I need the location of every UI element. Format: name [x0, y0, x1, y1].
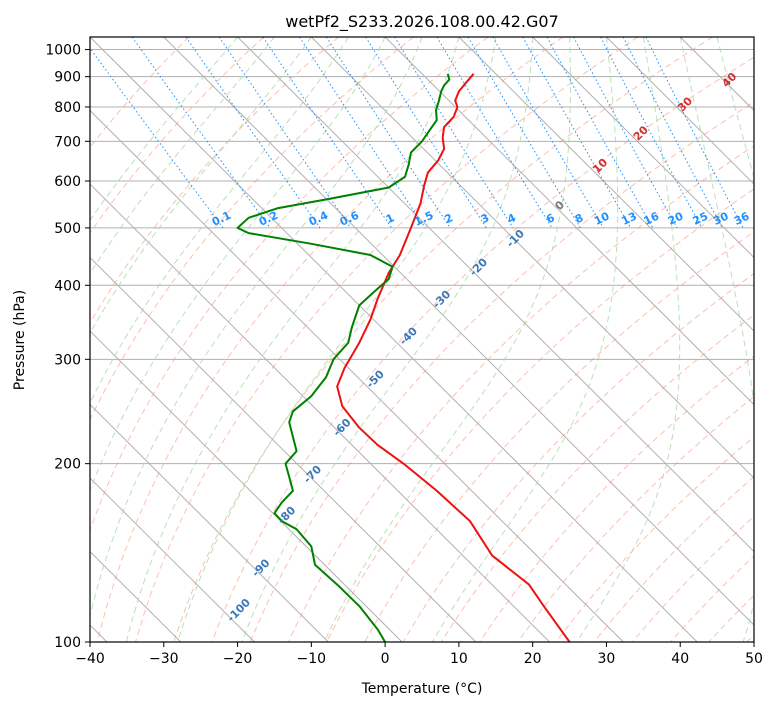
moist-adiabat-line [576, 37, 681, 642]
isotherm-line [532, 37, 754, 259]
dry-adiabat-line [90, 37, 339, 324]
isotherm-line [90, 330, 403, 642]
x-tick-label: 20 [524, 651, 542, 667]
dry-adiabat-line [517, 395, 754, 642]
y-tick-label: 900 [54, 70, 81, 86]
dewpoint-profile-line [236, 73, 451, 642]
mixing-ratio-lines [90, 37, 744, 229]
isotherm-line [384, 37, 754, 406]
mixing-ratio-line [436, 37, 553, 229]
moist-adiabat-line [90, 37, 275, 275]
y-axis-ticks: 100 200 300 400 500 600 700 800 900 1000 [45, 43, 90, 651]
mixing-ratio-line [522, 37, 632, 229]
dry-adiabat-line [173, 37, 713, 642]
mixing-ratio-line [185, 37, 321, 229]
moist-adiabat-line [90, 37, 349, 405]
isotherm-line [237, 37, 754, 553]
y-tick-label: 200 [54, 457, 81, 473]
moist-adiabat-line [716, 37, 754, 180]
mixing-ratio-line [546, 37, 654, 229]
moist-adiabat-line [90, 37, 238, 222]
moist-adiabat-line [431, 37, 619, 642]
isotherm-line [90, 477, 255, 642]
dry-adiabat-line [135, 37, 639, 642]
x-axis-title: Temperature (°C) [361, 681, 483, 697]
dry-adiabat-line [287, 145, 754, 642]
isotherm-line [90, 183, 550, 642]
mixing-ratio-line [262, 37, 392, 229]
y-axis-title: Pressure (hPa) [12, 290, 28, 390]
dry-adiabat-line [479, 355, 754, 642]
temperature-profile-line [336, 73, 571, 642]
y-tick-label: 600 [54, 174, 81, 190]
moist-adiabat-line [241, 37, 534, 642]
x-tick-label: 40 [671, 651, 689, 667]
mixing-ratio-label: 30 [711, 209, 731, 227]
dry-adiabat-line [211, 56, 754, 642]
isotherm-line [90, 403, 329, 642]
moist-adiabat-line [125, 37, 460, 642]
mixing-ratio-label: 10 [592, 209, 612, 227]
moist-adiabat-line [177, 37, 497, 642]
isotherm-line [90, 109, 624, 642]
y-tick-label: 500 [54, 221, 81, 237]
mixing-ratio-line [218, 37, 352, 229]
mixing-ratio-label: 25 [691, 210, 710, 228]
y-tick-label: 1000 [45, 43, 81, 59]
mixing-ratio-label: 36 [732, 209, 752, 227]
isotherm-line [90, 256, 477, 642]
moist-adiabat-line [90, 37, 423, 618]
x-tick-label: 30 [598, 651, 616, 667]
chart-title: wetPf2_S233.2026.108.00.42.G07 [285, 12, 559, 32]
moist-adiabats [90, 37, 754, 642]
mixing-ratio-line [326, 37, 451, 229]
dry-adiabat-line [90, 37, 414, 421]
mixing-ratio-line [645, 37, 744, 229]
y-tick-label: 700 [54, 134, 81, 150]
profiles [236, 73, 571, 642]
mixing-ratio-line [573, 37, 678, 229]
y-tick-label: 400 [54, 278, 81, 294]
x-tick-label: −10 [297, 651, 327, 667]
isotherm-line [606, 37, 754, 185]
isotherm-line [163, 37, 754, 626]
mixing-ratio-label: 20 [666, 209, 686, 227]
mixing-ratio-line [131, 37, 271, 229]
isotherm-gridlines [90, 37, 754, 642]
moist-adiabat-line [90, 37, 386, 492]
mixing-ratio-label: 16 [642, 209, 662, 227]
mixing-ratio-label: 13 [620, 210, 639, 228]
mixing-ratio-line [90, 47, 224, 229]
isotherm-line [458, 37, 754, 332]
x-axis-ticks: −40 −30 −20 −10 0 10 20 30 40 50 [75, 642, 763, 667]
x-tick-label: 50 [745, 651, 763, 667]
dry-adiabat-line [96, 37, 564, 642]
x-tick-label: −30 [149, 651, 179, 667]
mixing-ratio-line [299, 37, 426, 229]
x-tick-label: −40 [75, 651, 105, 667]
y-tick-label: 800 [54, 100, 81, 116]
moist-adiabat-line [679, 37, 754, 642]
dry-adiabat-line [249, 101, 754, 642]
y-tick-label: 100 [54, 635, 81, 651]
dry-adiabat-line [90, 37, 265, 234]
x-tick-label: 10 [450, 651, 468, 667]
x-tick-label: −20 [223, 651, 253, 667]
moist-adiabat-line [323, 37, 571, 642]
moist-adiabat-line [90, 37, 312, 335]
y-tick-label: 300 [54, 352, 81, 368]
dry-adiabat-line [326, 188, 754, 642]
dry-adiabats [90, 37, 754, 642]
mixing-ratio-line [394, 37, 514, 229]
plot-frame [89, 36, 755, 643]
x-tick-label: 0 [381, 651, 390, 667]
mixing-ratio-line [365, 37, 487, 229]
